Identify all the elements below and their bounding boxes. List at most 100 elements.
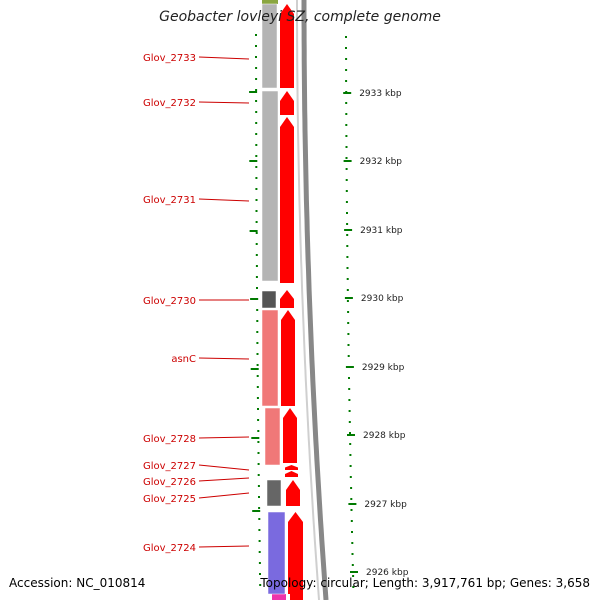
major-tick [249,230,258,232]
strand-arrow [280,117,294,283]
minor-tick [348,410,351,412]
major-tick [249,91,258,93]
minor-tick [350,498,353,500]
minor-tick [255,144,258,146]
minor-tick [346,256,349,258]
minor-tick [352,575,355,577]
minor-tick [349,432,351,434]
gene-label-leader [198,464,250,471]
minor-tick [255,199,258,201]
gene-label: Glov_2733 [143,53,196,64]
gene-label: Glov_2731 [143,195,196,206]
scale-tick-column [343,36,358,588]
minor-tick [351,542,354,544]
major-tick [348,503,357,505]
strand-arrow [285,471,298,477]
minor-tick [256,331,259,333]
minor-tick [351,564,354,566]
scale-label-layer: 2933 kbp 2932 kbp 2931 kbp 2930 kbp 2929 kbp… [359,89,408,578]
minor-tick [255,78,258,80]
minor-tick [256,342,259,344]
minor-tick [255,166,258,168]
minor-tick [348,421,351,423]
minor-tick [345,102,348,104]
minor-tick [258,496,260,498]
minor-tick [345,124,348,126]
minor-tick [258,540,261,542]
major-tick [251,437,260,439]
minor-tick [257,408,259,410]
minor-tick [350,509,353,511]
strand-arrow-track [280,4,303,600]
minor-tick [256,397,259,399]
minor-tick [255,188,258,190]
gene-label-leader [198,198,250,202]
gene-label: Glov_2730 [143,296,196,307]
gene-label-leader [198,436,250,439]
minor-tick [345,179,348,181]
minor-tick [255,210,258,212]
minor-tick [348,399,351,401]
minor-tick [255,89,258,91]
minor-tick [256,364,259,366]
gene-block [266,479,282,507]
gene-label: Glov_2732 [143,98,196,109]
gene-label-leader [198,56,250,60]
major-tick [250,298,259,300]
strand-arrow [280,290,294,308]
minor-tick [255,56,257,58]
gene-block [264,407,281,466]
minor-tick [255,133,258,135]
gene-label-leader [198,545,250,548]
minor-tick [257,485,260,487]
minor-tick [257,474,260,476]
minor-tick [255,34,257,36]
left-tick-column [249,34,262,586]
strand-arrow [286,480,300,506]
minor-tick [350,520,353,522]
major-tick [344,229,353,231]
gene-track [261,0,286,600]
major-tick [343,160,352,162]
gene-label-leader [198,101,250,104]
minor-tick [345,157,348,159]
gene-block [261,3,278,89]
minor-tick [345,113,348,115]
minor-tick [255,221,258,223]
strand-arrow [280,91,294,115]
minor-tick [255,254,258,256]
minor-tick [348,377,350,379]
minor-tick [345,36,347,38]
minor-tick [255,100,258,102]
gene-label-layer: Glov_2733 Glov_2732 Glov_2731 Glov_2730 asnC… [143,53,250,554]
minor-tick [257,419,260,421]
major-tick [345,366,354,368]
minor-tick [346,223,349,225]
minor-tick [256,375,259,377]
genome-summary: Topology: circular; Length: 3,917,761 bp… [260,576,590,590]
major-tick [344,297,353,299]
minor-tick [352,586,355,588]
minor-tick [255,232,258,234]
major-tick [343,92,352,94]
neighbor-feature-bottom [272,594,286,600]
minor-tick [256,287,258,289]
scale-label: 2931 kbp [360,226,403,236]
minor-tick [255,155,258,157]
major-tick [350,571,358,573]
minor-tick [347,344,350,346]
minor-tick [347,333,350,335]
gene-label: asnC [171,354,196,365]
gene-label: Glov_2727 [143,461,196,472]
minor-tick [257,452,260,454]
minor-tick [345,135,348,137]
minor-tick [346,267,349,269]
minor-tick [255,67,258,69]
gene-block [267,511,286,595]
minor-tick [255,122,258,124]
gene-label: Glov_2726 [143,477,196,488]
strand-arrow [283,408,297,463]
gene-block [261,90,279,282]
minor-tick [351,553,354,555]
